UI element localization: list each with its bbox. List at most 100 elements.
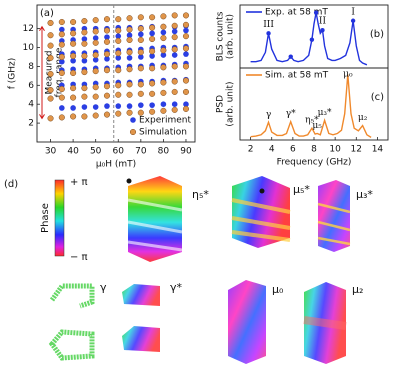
peak-marker (320, 28, 325, 33)
data-point (149, 102, 155, 108)
data-point (92, 84, 99, 91)
data-point (70, 52, 77, 60)
mode-label: μ₂ (352, 283, 363, 296)
data-point (58, 41, 65, 48)
data-point (138, 31, 144, 38)
colorbar-max: + π (70, 177, 88, 188)
x-tick-label: 14 (372, 145, 384, 155)
y-axis-label: (arb. unit) (226, 14, 236, 59)
data-point (104, 103, 110, 109)
peak-label: III (263, 20, 274, 30)
panel-label: (b) (370, 29, 384, 40)
peak-label: η₅* (305, 116, 319, 126)
data-point (126, 66, 133, 73)
data-point (58, 53, 65, 61)
data-point (92, 93, 99, 100)
data-point (70, 113, 77, 120)
y-tick-label: 4 (28, 100, 34, 110)
y-axis-label: (arb. unit) (226, 81, 236, 126)
mode-image (303, 282, 347, 364)
y-axis-label: BLS counts (216, 11, 226, 61)
data-point (160, 107, 167, 114)
data-point (115, 16, 122, 23)
data-point (103, 27, 111, 34)
mode-image (122, 284, 160, 352)
data-point (81, 113, 88, 120)
data-point (137, 36, 144, 44)
data-point (81, 18, 88, 25)
legend-label: Exp. at 58 mT (265, 8, 328, 18)
data-point (182, 33, 190, 40)
data-point (149, 30, 155, 37)
data-point (59, 26, 65, 33)
data-point (58, 31, 65, 38)
peak-label: μ₀ (343, 70, 353, 80)
data-point (182, 77, 190, 84)
mode-label: μ₀ (272, 283, 284, 296)
panel-label: (c) (371, 92, 384, 103)
data-point (103, 111, 111, 118)
data-point (92, 39, 99, 46)
data-point (160, 29, 167, 36)
y-tick-label: 2 (28, 119, 34, 129)
data-point (171, 28, 178, 35)
data-point (115, 67, 122, 74)
data-point (81, 93, 88, 100)
data-point (81, 36, 88, 42)
data-point (59, 105, 65, 111)
data-point (126, 81, 133, 88)
data-point (81, 40, 88, 47)
data-point (138, 54, 144, 60)
x-axis-label: Frequency (GHz) (277, 158, 352, 168)
data-point (104, 34, 110, 40)
x-tick-label: 4 (269, 145, 275, 155)
data-point (160, 35, 167, 42)
data-point (92, 57, 99, 63)
peak-label: γ* (286, 109, 296, 119)
mode-image (231, 176, 291, 248)
data-point (70, 94, 77, 101)
data-point (47, 42, 54, 49)
x-axis-label: μ₀H (mT) (96, 160, 136, 170)
data-point (104, 56, 110, 62)
data-point (182, 105, 190, 112)
data-point (47, 115, 54, 122)
data-point (126, 109, 133, 116)
data-point (171, 46, 178, 53)
data-point (70, 40, 77, 47)
colorbar-title: Phase (40, 203, 51, 233)
data-point (115, 50, 122, 57)
mode-image (228, 280, 266, 364)
y-tick-label: 6 (28, 81, 34, 91)
data-point (171, 78, 178, 85)
peak-marker (309, 37, 315, 42)
peak-label: μ₅ (312, 121, 322, 131)
x-tick-label: 50 (90, 147, 102, 157)
data-point (70, 30, 77, 37)
x-tick-label: 80 (158, 147, 170, 157)
data-point (103, 92, 111, 99)
data-point (115, 110, 122, 117)
data-point (137, 109, 144, 116)
data-point (58, 86, 65, 93)
data-point (115, 91, 122, 98)
legend-label: Sim. at 58 mT (265, 71, 329, 81)
x-tick-label: 12 (351, 145, 362, 155)
x-tick-label: 8 (311, 145, 317, 155)
panel-label: (d) (4, 179, 18, 190)
data-point (92, 52, 99, 59)
peak-label: I (351, 7, 355, 17)
y-tick-label: 8 (28, 62, 34, 72)
data-point (92, 28, 99, 35)
mode-label: η₅* (192, 188, 209, 201)
data-point (126, 49, 133, 56)
legend-label: Simulation (139, 128, 187, 138)
data-point (58, 114, 65, 121)
data-point (182, 21, 190, 28)
data-point (171, 101, 178, 108)
mode-label: μ₅* (293, 183, 310, 196)
data-point (160, 52, 167, 58)
data-point (81, 57, 88, 64)
data-point (137, 49, 144, 56)
